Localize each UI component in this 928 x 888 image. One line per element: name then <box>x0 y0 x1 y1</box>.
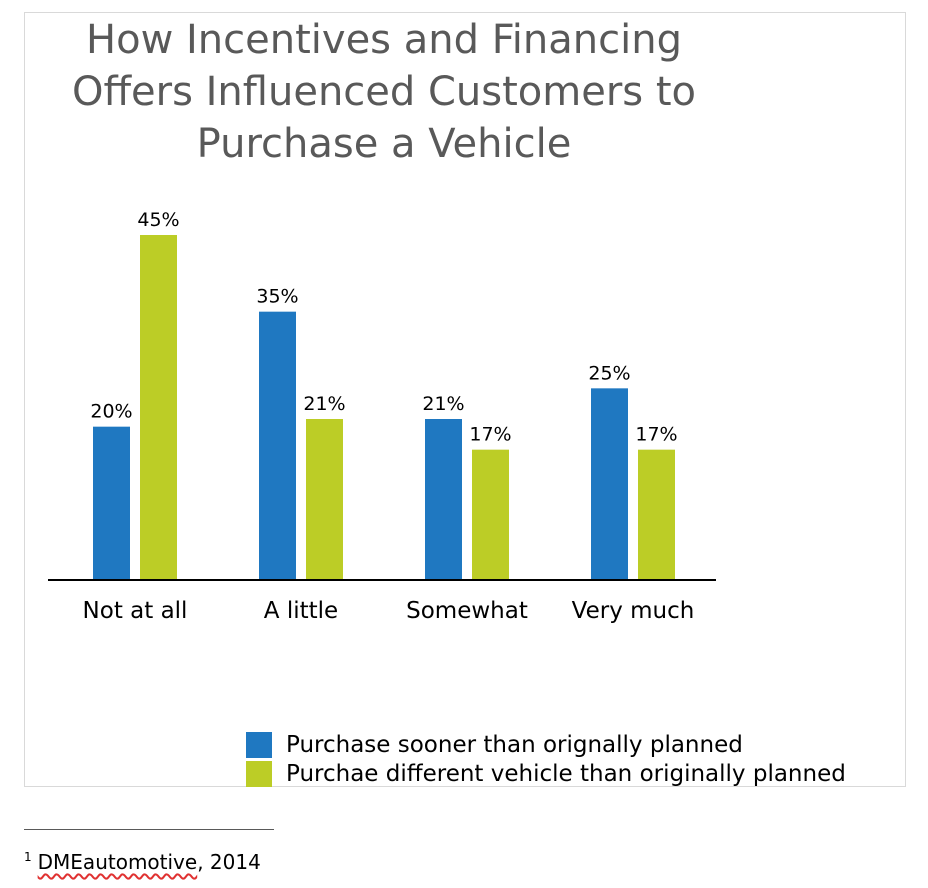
bar-1-not-at-all <box>93 426 130 580</box>
bar-2-somewhat <box>472 449 509 580</box>
chart-title: How Incentives and Financing Offers Infl… <box>24 14 744 170</box>
legend-item-series-2: Purchae different vehicle than originall… <box>246 759 846 788</box>
footnote-divider <box>24 829 274 830</box>
bar-2-very-much <box>638 449 675 580</box>
data-label-2-3: 17% <box>469 424 511 446</box>
x-tick-label-not-at-all: Not at all <box>83 598 188 624</box>
data-label-1-3: 21% <box>422 393 464 415</box>
data-label-1-4: 25% <box>588 362 630 384</box>
data-label-2-4: 17% <box>635 424 677 446</box>
chart-title-line-1: How Incentives and Financing <box>86 17 682 63</box>
bar-2-a-little <box>306 419 343 580</box>
data-label-2-2: 21% <box>303 393 345 415</box>
chart-title-line-3: Purchase a Vehicle <box>196 121 572 167</box>
data-label-2-1: 45% <box>137 209 179 231</box>
bar-1-somewhat <box>425 419 462 580</box>
bar-1-very-much <box>591 388 628 580</box>
footnote-source: DMEautomotive <box>37 850 198 874</box>
legend-swatch-series-1 <box>246 731 272 758</box>
legend-swatch-series-2 <box>246 760 272 787</box>
legend: Purchase sooner than orignally planned P… <box>246 730 846 788</box>
x-tick-label-very-much: Very much <box>572 598 695 624</box>
footnote-marker: 1 <box>24 850 32 865</box>
bar-1-a-little <box>259 311 296 580</box>
legend-label-series-1: Purchase sooner than orignally planned <box>286 731 743 758</box>
x-tick-label-a-little: A little <box>264 598 338 624</box>
x-tick-label-somewhat: Somewhat <box>406 598 528 624</box>
data-label-1-1: 20% <box>90 401 132 423</box>
chart-title-line-2: Offers Influenced Customers to <box>71 69 697 115</box>
legend-label-series-2: Purchae different vehicle than originall… <box>286 760 846 787</box>
legend-item-series-1: Purchase sooner than orignally planned <box>246 730 846 759</box>
footnote: 1 DMEautomotive, 2014 <box>24 850 261 874</box>
chart-frame <box>24 12 906 787</box>
data-label-1-2: 35% <box>256 286 298 308</box>
footnote-year: , 2014 <box>197 850 261 874</box>
bar-2-not-at-all <box>140 235 177 580</box>
